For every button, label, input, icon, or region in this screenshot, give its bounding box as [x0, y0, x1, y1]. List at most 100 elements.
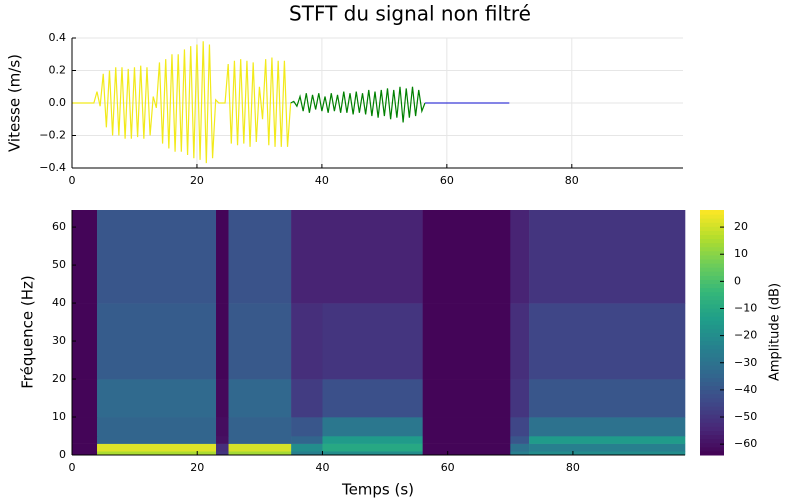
colorbar-segment: [700, 218, 724, 223]
colorbar-segment: [700, 446, 724, 452]
heatmap-cell: [422, 417, 511, 437]
line-series: [290, 86, 426, 123]
colorbar-segment: [700, 246, 724, 252]
colorbar-segment: [700, 222, 724, 227]
colorbar-segment: [700, 450, 724, 456]
colorbar-segment: [700, 414, 724, 419]
colorbar-segment: [700, 438, 724, 444]
colorbar-segment: [700, 263, 724, 268]
colorbar-segment: [700, 406, 724, 411]
x-tick-label: 0: [69, 174, 76, 187]
heatmap-cell: [510, 451, 530, 456]
heatmap-cell: [228, 443, 292, 452]
colorbar-tick-label: −30: [734, 356, 757, 369]
heatmap-cell: [529, 379, 686, 418]
x-tick-label: 0: [69, 461, 76, 474]
colorbar-segment: [700, 283, 724, 289]
heatmap-cell: [510, 436, 530, 444]
colorbar-segment: [700, 344, 724, 350]
line-series: [72, 41, 292, 164]
y-tick-label: 40: [52, 296, 66, 309]
colorbar-tick-label: 0: [734, 274, 741, 287]
heatmap-cell: [529, 303, 686, 380]
heatmap-cell: [97, 210, 217, 304]
y-tick-label: 30: [52, 334, 66, 347]
heatmap-cell: [72, 210, 98, 304]
x-axis-label: Temps (s): [341, 481, 414, 499]
colorbar-tick-label: 20: [734, 220, 748, 233]
colorbar-segment: [700, 393, 724, 399]
x-tick-label: 60: [441, 461, 455, 474]
colorbar-segment: [700, 340, 724, 346]
colorbar-tick-label: −10: [734, 301, 757, 314]
heatmap-cell: [228, 379, 292, 418]
heatmap-cell: [97, 303, 217, 380]
heatmap-cell: [322, 379, 423, 418]
colorbar-segment: [700, 214, 724, 219]
heatmap-cell: [216, 443, 229, 452]
colorbar-segment: [700, 254, 724, 260]
colorbar-segment: [700, 320, 724, 325]
heatmap-cell: [291, 451, 323, 456]
heatmap-cell: [529, 417, 686, 437]
y-tick-label: 0: [59, 448, 66, 461]
heatmap-cell: [510, 417, 530, 437]
heatmap-cell: [322, 436, 423, 444]
colorbar-segment: [700, 291, 724, 297]
y-axis-label: Vitesse (m/s): [6, 54, 24, 152]
heatmap-cell: [291, 417, 323, 437]
heatmap-cell: [72, 379, 98, 418]
heatmap-cell: [216, 379, 229, 418]
colorbar-segment: [700, 369, 724, 374]
heatmap-cell: [322, 443, 423, 452]
heatmap-cell: [97, 436, 217, 444]
colorbar-segment: [700, 259, 724, 264]
colorbar-segment: [700, 381, 724, 387]
heatmap-cell: [97, 451, 217, 456]
colorbar-segment: [700, 332, 724, 338]
colorbar-segment: [700, 377, 724, 382]
colorbar-tick-label: −40: [734, 383, 757, 396]
heatmap-cell: [510, 379, 530, 418]
colorbar-label: Amplitude (dB): [768, 283, 783, 381]
heatmap-cell: [529, 210, 686, 304]
heatmap-cell: [228, 417, 292, 437]
colorbar-segment: [700, 365, 724, 370]
heatmap-cell: [529, 443, 686, 452]
heatmap-cell: [72, 417, 98, 437]
colorbar-segment: [700, 430, 724, 436]
heatmap-cell: [510, 443, 530, 452]
colorbar-segment: [700, 373, 724, 378]
colorbar-segment: [700, 328, 724, 333]
colorbar-segment: [700, 434, 724, 440]
heatmap-cell: [291, 379, 323, 418]
y-axis-label: Fréquence (Hz): [19, 275, 37, 388]
heatmap-cell: [72, 443, 98, 452]
y-tick-label: −0.2: [39, 129, 66, 142]
heatmap-cell: [228, 210, 292, 304]
colorbar-segment: [700, 418, 724, 423]
y-tick-label: 20: [52, 372, 66, 385]
y-tick-label: 0.2: [49, 64, 67, 77]
heatmap-cell: [322, 210, 423, 304]
heatmap-cell: [422, 436, 511, 444]
heatmap-cell: [72, 303, 98, 380]
y-tick-label: 0.4: [49, 31, 67, 44]
x-tick-label: 80: [566, 461, 580, 474]
colorbar-segment: [700, 226, 724, 231]
colorbar-segment: [700, 316, 724, 321]
x-tick-label: 40: [315, 174, 329, 187]
heatmap-cell: [291, 443, 323, 452]
colorbar-segment: [700, 308, 724, 313]
colorbar-segment: [700, 442, 724, 448]
y-tick-label: −0.4: [39, 161, 66, 174]
colorbar-segment: [700, 352, 724, 358]
heatmap-cell: [72, 436, 98, 444]
y-tick-label: 0.0: [49, 96, 67, 109]
colorbar-segment: [700, 230, 724, 235]
colorbar-segment: [700, 238, 724, 244]
x-tick-label: 40: [315, 461, 329, 474]
colorbar-segment: [700, 303, 724, 309]
colorbar-segment: [700, 250, 724, 256]
heatmap-cell: [216, 436, 229, 444]
